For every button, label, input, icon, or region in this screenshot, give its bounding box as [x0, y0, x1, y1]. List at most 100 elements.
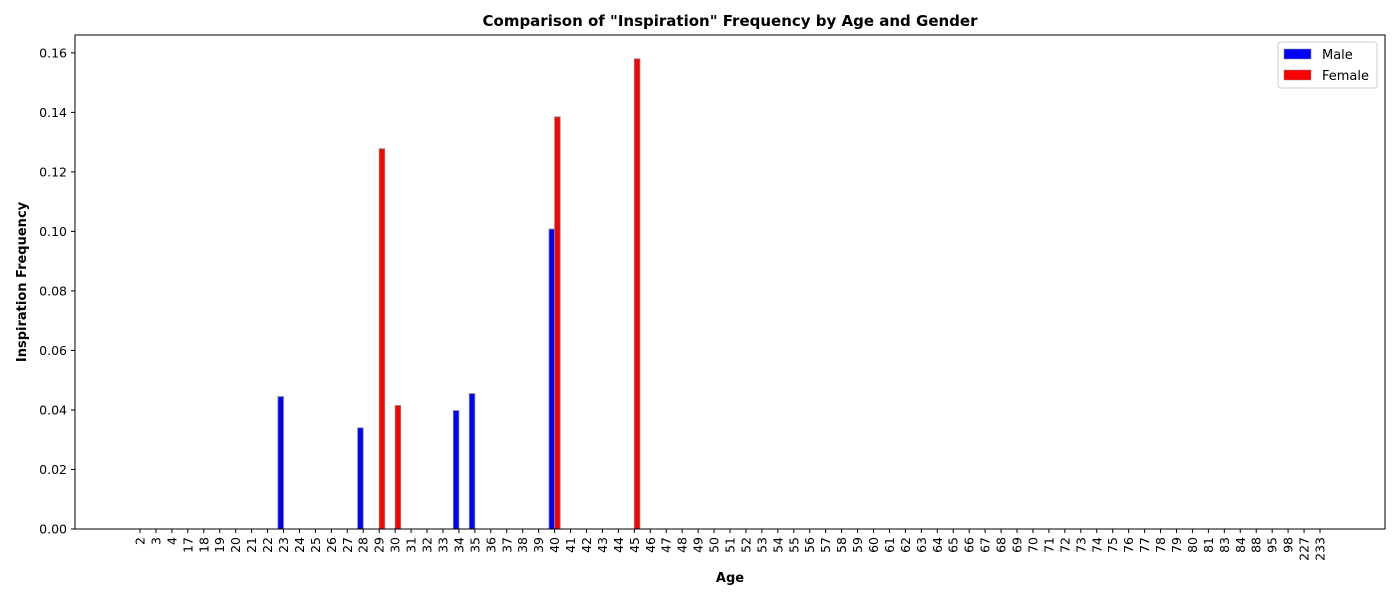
bar-male-age-28 — [357, 427, 364, 530]
legend-label-male: Male — [1322, 48, 1353, 63]
x-tick-label: 84 — [1233, 537, 1248, 553]
x-tick-label: 71 — [1041, 537, 1056, 553]
y-tick-label: 0.14 — [39, 105, 67, 120]
x-tick-label: 24 — [292, 537, 307, 553]
x-tick-label: 45 — [627, 537, 642, 553]
x-tick-label: 65 — [946, 537, 961, 553]
x-tick-label: 29 — [372, 537, 387, 553]
y-tick-label: 0.08 — [39, 283, 67, 298]
bar-female-age-29 — [378, 148, 386, 530]
x-tick-label: 44 — [611, 537, 626, 553]
x-tick-label: 22 — [260, 537, 275, 553]
x-tick-label: 72 — [1057, 537, 1072, 553]
x-tick-label: 18 — [196, 537, 211, 553]
x-tick-label: 21 — [244, 537, 259, 553]
bar-male-age-40 — [548, 228, 555, 530]
x-tick-label: 62 — [898, 537, 913, 553]
y-tick-label: 0.00 — [39, 522, 67, 537]
x-tick-label: 27 — [340, 537, 355, 553]
legend-swatch-female — [1283, 69, 1312, 81]
x-tick-label: 76 — [1121, 537, 1136, 553]
x-tick-label: 75 — [1105, 537, 1120, 553]
x-tick-label: 49 — [691, 537, 706, 553]
x-tick-label: 42 — [579, 537, 594, 553]
x-tick-label: 66 — [962, 537, 977, 553]
x-tick-label: 67 — [978, 537, 993, 553]
x-tick-label: 53 — [754, 537, 769, 553]
x-tick-label: 48 — [675, 537, 690, 553]
x-tick-label: 23 — [276, 537, 291, 553]
x-tick-label: 26 — [324, 537, 339, 553]
bar-male-age-23 — [277, 396, 284, 530]
x-tick-label: 64 — [930, 537, 945, 553]
legend-label-female: Female — [1322, 69, 1369, 84]
x-tick-label: 19 — [212, 537, 227, 553]
x-tick-label: 4 — [164, 537, 179, 545]
x-tick-label: 80 — [1185, 537, 1200, 553]
x-tick-label: 35 — [467, 537, 482, 553]
x-tick-label: 73 — [1073, 537, 1088, 553]
x-tick-label: 38 — [515, 537, 530, 553]
x-tick-label: 58 — [834, 537, 849, 553]
x-tick-label: 77 — [1137, 537, 1152, 553]
x-tick-label: 30 — [388, 537, 403, 553]
x-tick-label: 51 — [723, 537, 738, 553]
x-tick-label: 57 — [818, 537, 833, 553]
x-tick-label: 88 — [1249, 537, 1264, 553]
bars-layer — [277, 58, 641, 530]
x-tick-label: 61 — [882, 537, 897, 553]
x-tick-label: 31 — [404, 537, 419, 553]
x-tick-label: 83 — [1217, 537, 1232, 553]
y-tick-label: 0.16 — [39, 45, 67, 60]
x-tick-label: 79 — [1169, 537, 1184, 553]
x-tick-label: 2 — [133, 537, 148, 545]
x-tick-label: 52 — [738, 537, 753, 553]
legend-swatch-male — [1283, 48, 1312, 60]
x-tick-label: 32 — [420, 537, 435, 553]
x-tick-label: 17 — [180, 537, 195, 553]
x-tick-label: 40 — [547, 537, 562, 553]
x-tick-label: 227 — [1297, 537, 1312, 561]
x-tick-label: 37 — [499, 537, 514, 553]
y-tick-label: 0.10 — [39, 224, 67, 239]
x-tick-label: 46 — [643, 537, 658, 553]
bar-male-age-35 — [468, 393, 476, 530]
x-tick-label: 41 — [563, 537, 578, 553]
y-tick-label: 0.04 — [39, 402, 67, 417]
x-axis-label: Age — [716, 571, 744, 586]
x-tick-label: 47 — [659, 537, 674, 553]
x-tick-label: 39 — [531, 537, 546, 553]
x-tick-label: 233 — [1313, 537, 1328, 561]
x-tick-label: 81 — [1201, 537, 1216, 553]
y-tick-label: 0.12 — [39, 164, 67, 179]
x-tick-label: 95 — [1265, 537, 1280, 553]
legend: Male Female — [1277, 41, 1378, 89]
x-tick-label: 43 — [595, 537, 610, 553]
x-tick-label: 25 — [308, 537, 323, 553]
x-tick-label: 60 — [866, 537, 881, 553]
y-tick-label: 0.02 — [39, 462, 67, 477]
x-tick-label: 33 — [435, 537, 450, 553]
x-tick-label: 28 — [356, 537, 371, 553]
x-tick-label: 54 — [770, 537, 785, 553]
x-tick-label: 50 — [707, 537, 722, 553]
plot-frame — [74, 34, 1386, 530]
x-tick-label: 98 — [1281, 537, 1296, 553]
x-tick-label: 36 — [483, 537, 498, 553]
y-axis-label: Inspiration Frequency — [15, 201, 30, 362]
x-tick-label: 74 — [1089, 537, 1104, 553]
x-tick-label: 59 — [850, 537, 865, 553]
bar-female-age-45 — [633, 58, 641, 530]
y-axis-ticks: 0.00 0.02 0.04 0.06 0.08 0.10 0.12 0.14 0.16 — [39, 45, 75, 537]
x-tick-label: 70 — [1025, 537, 1040, 553]
x-tick-label: 34 — [451, 537, 466, 553]
bar-male-age-34 — [452, 410, 460, 530]
x-tick-label: 56 — [802, 537, 817, 553]
y-tick-label: 0.06 — [39, 343, 67, 358]
x-tick-label: 69 — [1010, 537, 1025, 553]
bar-female-age-40 — [554, 116, 561, 530]
x-tick-label: 63 — [914, 537, 929, 553]
x-tick-label: 68 — [994, 537, 1009, 553]
chart-title: Comparison of "Inspiration" Frequency by… — [483, 12, 979, 30]
